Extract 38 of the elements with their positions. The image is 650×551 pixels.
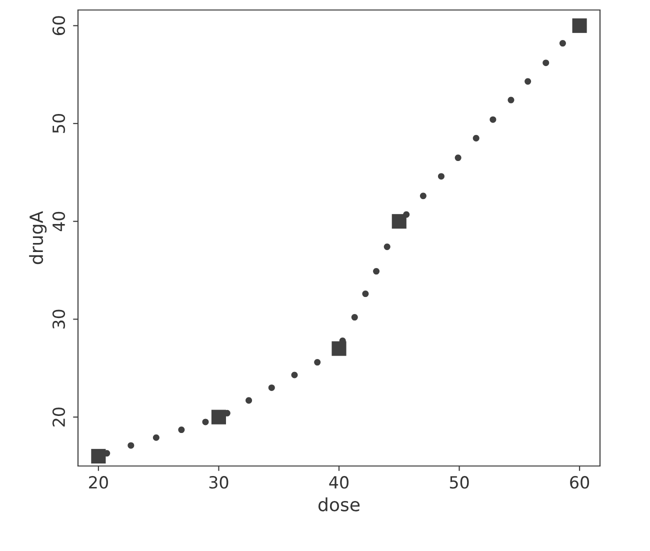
x-tick-label: 30 xyxy=(209,476,228,489)
y-tick-label: 60 xyxy=(52,16,66,36)
point xyxy=(314,359,321,366)
point xyxy=(268,384,275,391)
y-tick-label: 40 xyxy=(52,212,66,232)
point xyxy=(291,372,298,378)
x-axis-title: dose xyxy=(318,497,360,512)
point xyxy=(211,410,226,424)
point xyxy=(472,134,480,142)
point xyxy=(572,18,587,33)
point xyxy=(542,60,550,66)
point xyxy=(384,244,390,250)
point xyxy=(524,78,532,85)
point xyxy=(202,418,209,426)
point xyxy=(420,192,426,200)
point xyxy=(438,173,444,180)
x-tick-label: 50 xyxy=(450,476,469,489)
point xyxy=(246,397,252,404)
point xyxy=(454,154,462,162)
x-tick-label: 60 xyxy=(570,476,590,489)
x-tick-label: 20 xyxy=(89,476,108,489)
point xyxy=(559,40,566,47)
y-axis-title: drugA xyxy=(29,211,47,264)
point xyxy=(362,290,369,298)
point xyxy=(373,268,380,275)
point xyxy=(508,96,514,104)
point xyxy=(392,214,406,229)
x-tick-label: 40 xyxy=(329,476,348,489)
y-tick-label: 50 xyxy=(52,114,66,133)
point xyxy=(351,314,358,321)
point xyxy=(178,426,185,434)
y-tick-label: 20 xyxy=(52,408,66,426)
point xyxy=(332,341,346,356)
point xyxy=(91,448,106,464)
y-tick-label: 30 xyxy=(52,310,66,329)
point xyxy=(152,434,160,441)
point xyxy=(490,116,496,123)
point xyxy=(128,442,134,449)
